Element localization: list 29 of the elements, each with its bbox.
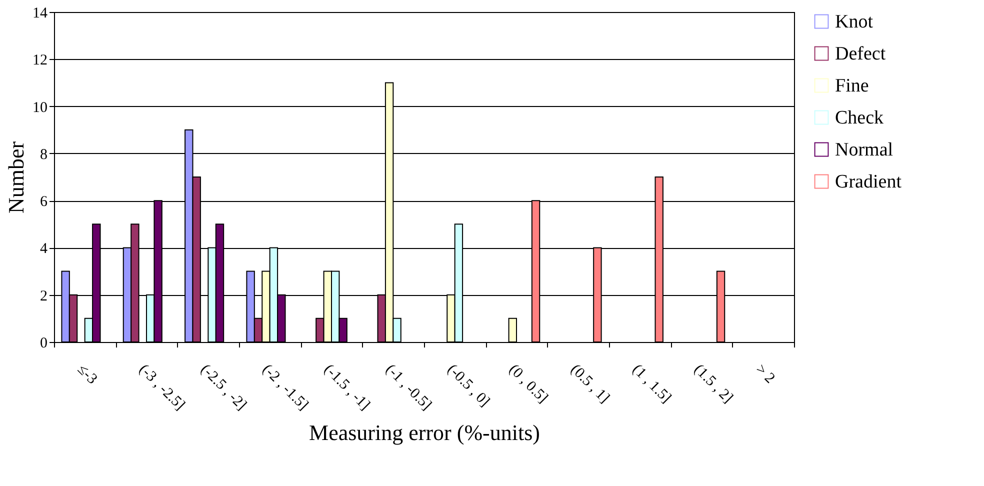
legend-label: Gradient <box>835 172 902 192</box>
legend-label: Normal <box>835 140 894 160</box>
x-tick-label: (-2.5 , -2] <box>197 362 250 414</box>
y-tick-label: 6 <box>40 194 48 210</box>
x-tick-label: (1 , 1.5] <box>629 362 674 406</box>
y-tick-label: 12 <box>32 52 48 69</box>
x-tick-label: (0.5 , 1] <box>567 362 612 406</box>
x-tick-label: (-1.5 , -1] <box>320 362 373 414</box>
y-tick-label: 0 <box>40 336 48 352</box>
y-axis-title: Number <box>4 140 28 214</box>
x-tick-label: (-0.5 , 0] <box>444 362 492 410</box>
y-tick-label: 14 <box>32 6 48 22</box>
x-tick-label: (-3 , -2.5] <box>136 362 188 414</box>
x-tick-label: (-2 , -1.5] <box>259 362 311 414</box>
y-tick-label: 2 <box>40 288 48 304</box>
y-tick-label: 10 <box>32 100 48 116</box>
x-tick-label: (1.5 , 2] <box>690 362 736 406</box>
x-tick-label: > 2 <box>752 362 778 387</box>
legend-label: Defect <box>835 44 886 64</box>
x-axis-title: Measuring error (%-units) <box>309 420 540 445</box>
y-tick-label: 8 <box>40 146 48 163</box>
bar <box>508 318 517 342</box>
legend-label: Knot <box>835 12 874 32</box>
x-tick-label: (-1 , -0.5] <box>382 362 434 414</box>
x-tick-label: ≤-3 <box>74 362 100 388</box>
x-tick-label: (0 , 0.5] <box>506 362 551 406</box>
legend-label: Fine <box>835 76 869 96</box>
y-tick-label: 4 <box>40 241 48 258</box>
legend-label: Check <box>835 108 884 128</box>
